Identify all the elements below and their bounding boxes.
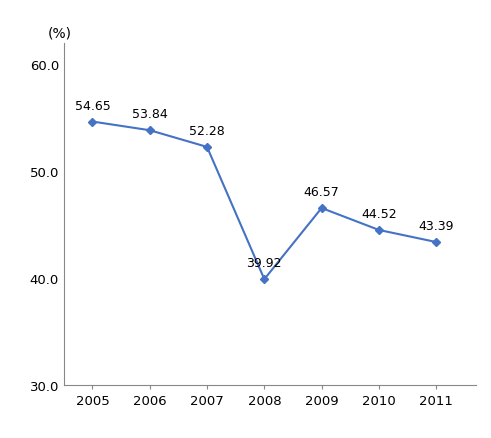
Text: 46.57: 46.57 <box>304 186 339 199</box>
Text: (%): (%) <box>48 26 72 40</box>
Text: 39.92: 39.92 <box>246 257 282 270</box>
Text: 52.28: 52.28 <box>189 125 225 138</box>
Text: 54.65: 54.65 <box>75 99 110 113</box>
Text: 44.52: 44.52 <box>361 208 397 221</box>
Text: 43.39: 43.39 <box>418 220 454 233</box>
Text: 53.84: 53.84 <box>132 108 167 121</box>
